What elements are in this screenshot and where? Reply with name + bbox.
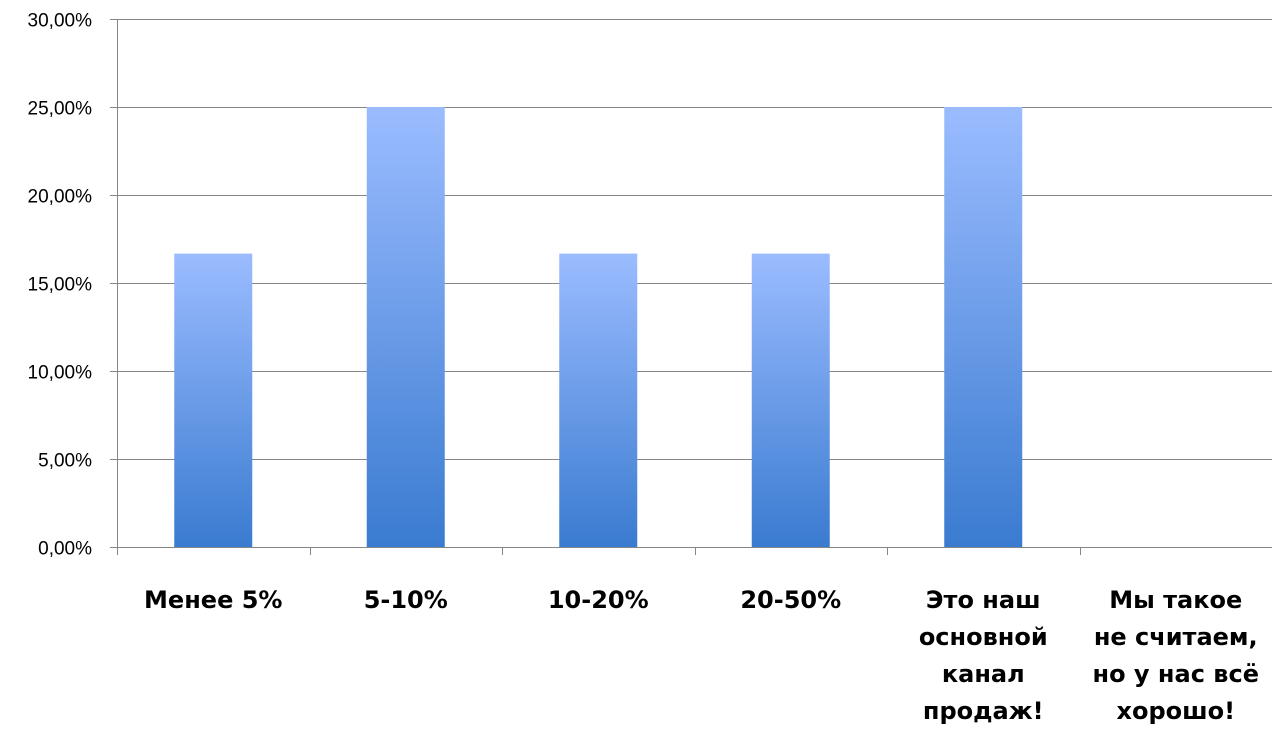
x-category-label-line: основной — [919, 623, 1048, 651]
bar — [559, 253, 638, 547]
x-category-label-line: не считаем, — [1094, 623, 1258, 651]
x-category-label-line: канал — [942, 660, 1025, 688]
bar — [174, 253, 253, 547]
x-category-label-line: хорошо! — [1116, 697, 1235, 725]
x-category-label-line: но у нас всё — [1093, 660, 1259, 688]
x-category-label-line: 10-20% — [548, 586, 649, 614]
y-tick-labels: 0,00% 5,00% 10,00% 15,00% 20,00% 25,00% 30,00% — [28, 11, 93, 560]
axes — [110, 19, 1272, 555]
x-category-label: 20-50% — [740, 586, 841, 614]
x-category-label-line: Мы такое — [1109, 586, 1242, 614]
x-category-label-line: Менее 5% — [144, 586, 282, 614]
x-category-labels: Менее 5% 5-10% 10-20% 20-50% Это наш основной… — [144, 586, 1259, 725]
x-category-label: Менее 5% — [144, 586, 282, 614]
x-category-label-line: 20-50% — [740, 586, 841, 614]
x-category-label: 10-20% — [548, 586, 649, 614]
x-category-label: Мы такое не считаем, но у нас всё хорошо! — [1093, 586, 1259, 725]
y-tick-label: 10,00% — [28, 363, 93, 384]
gridlines — [117, 19, 1272, 460]
bars — [174, 107, 1023, 547]
y-tick-label: 15,00% — [28, 275, 93, 296]
x-category-label-line: продаж! — [923, 697, 1044, 725]
bar — [751, 253, 830, 547]
y-tick-label: 20,00% — [28, 187, 93, 208]
x-category-label: 5-10% — [364, 586, 448, 614]
bar — [366, 107, 445, 547]
y-tick-label: 25,00% — [28, 99, 93, 120]
bar — [944, 107, 1023, 547]
y-tick-label: 5,00% — [38, 451, 92, 472]
x-category-label-line: Это наш — [926, 586, 1041, 614]
x-category-label: Это наш основной канал продаж! — [919, 586, 1048, 725]
x-category-label-line: 5-10% — [364, 586, 448, 614]
y-tick-label: 30,00% — [28, 11, 93, 32]
y-tick-label: 0,00% — [38, 539, 92, 560]
